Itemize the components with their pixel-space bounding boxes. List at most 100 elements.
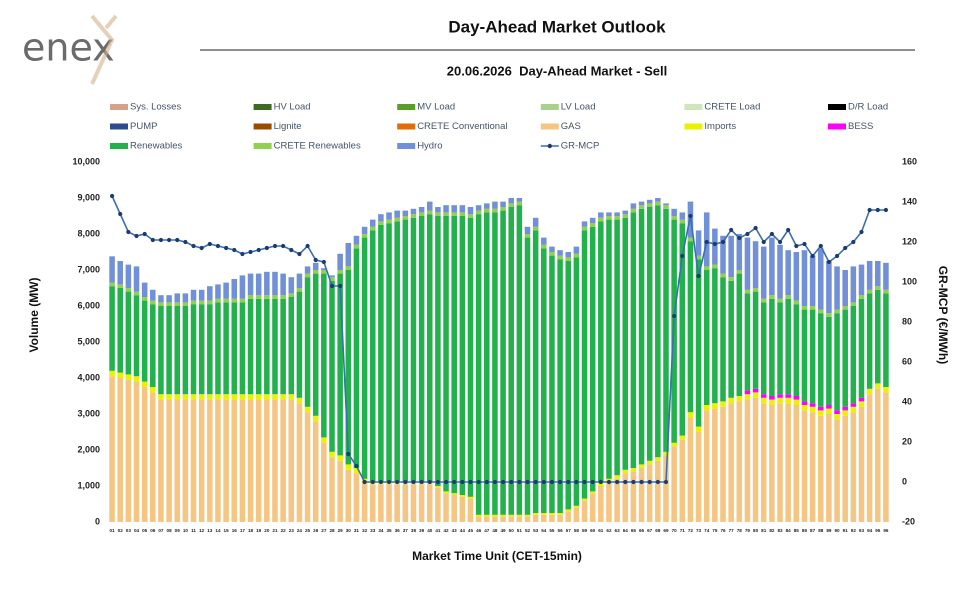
bar-segment: [777, 298, 783, 303]
bar-segment: [329, 451, 335, 458]
x-tick-label: 28: [329, 528, 335, 533]
x-tick-label: 32: [362, 528, 368, 533]
price-marker: [590, 479, 595, 485]
y2-tick-label: 0: [902, 476, 907, 486]
bar-segment: [744, 237, 751, 290]
bar-segment: [850, 306, 857, 404]
legend-label: LV Load: [561, 102, 596, 113]
price-marker: [533, 479, 538, 485]
bar-segment: [760, 397, 767, 404]
bar-segment: [345, 270, 352, 465]
bar-segment: [549, 513, 555, 515]
bar-segment: [736, 396, 743, 402]
bar-segment: [133, 376, 140, 382]
bar-segment: [850, 403, 857, 407]
bar-segment: [858, 264, 865, 296]
legend-label: MV Load: [417, 102, 455, 113]
x-tick-label: 57: [566, 528, 572, 533]
price-marker: [688, 213, 693, 219]
price-marker: [843, 245, 848, 251]
bar-segment: [785, 397, 791, 404]
bar-segment: [549, 255, 555, 513]
bar-segment: [671, 446, 677, 522]
price-marker: [729, 227, 734, 233]
bar-segment: [532, 230, 539, 513]
bar-segment: [842, 406, 848, 411]
price-marker: [737, 235, 742, 241]
bar-segment: [141, 297, 148, 301]
bar-segment: [435, 212, 441, 216]
bar-segment: [606, 212, 612, 216]
bar-segment: [606, 216, 612, 220]
price-marker: [631, 479, 636, 485]
y2-tick-label: 60: [902, 356, 912, 366]
bar-segment: [369, 484, 376, 522]
price-marker: [281, 243, 286, 249]
bar-segment: [117, 284, 123, 288]
bar-segment: [630, 212, 637, 468]
x-tick-label: 83: [777, 528, 783, 533]
x-tick-label: 30: [346, 528, 352, 533]
bar-segment: [231, 394, 238, 400]
bar-segment: [207, 304, 213, 395]
bar-segment: [744, 399, 751, 522]
bar-segment: [288, 394, 295, 400]
bar-segment: [581, 500, 588, 522]
price-marker: [509, 479, 514, 485]
price-marker: [802, 241, 807, 247]
price-marker: [354, 463, 359, 469]
bar-segment: [255, 273, 262, 296]
price-marker: [769, 231, 774, 237]
y-tick-label: 10,000: [72, 156, 100, 166]
bar-segment: [190, 289, 197, 301]
price-marker: [150, 237, 155, 243]
x-tick-label: 95: [875, 528, 881, 533]
price-marker: [655, 479, 660, 485]
x-tick-label: 67: [647, 528, 653, 533]
x-tick-label: 15: [224, 528, 230, 533]
bar-segment: [769, 405, 775, 522]
bar-segment: [321, 268, 327, 270]
price-marker: [158, 237, 164, 243]
bar-segment: [834, 266, 840, 310]
x-tick-label: 76: [720, 528, 726, 533]
bar-segment: [638, 201, 645, 206]
bar-segment: [426, 484, 433, 522]
bar-segment: [777, 403, 783, 522]
bar-segment: [353, 244, 360, 249]
legend-swatch: [253, 123, 272, 130]
bar-segment: [198, 289, 205, 301]
bar-segment: [125, 264, 132, 288]
x-tick-label: 16: [232, 528, 238, 533]
price-marker: [663, 479, 669, 485]
bar-segment: [418, 212, 425, 216]
bar-segment: [557, 259, 563, 513]
bar-segment: [573, 505, 580, 508]
bar-segment: [549, 514, 555, 522]
bar-segment: [801, 309, 808, 402]
bar-segment: [475, 214, 482, 515]
bar-segment: [304, 277, 311, 407]
bar-segment: [125, 291, 132, 375]
legend-label: Renewables: [130, 141, 183, 152]
bar-segment: [500, 210, 506, 515]
bar-segment: [728, 280, 734, 398]
bar-segment: [492, 212, 498, 515]
bar-segment: [614, 478, 620, 522]
bar-segment: [109, 282, 115, 287]
bar-segment: [703, 270, 710, 405]
bar-segment: [150, 387, 156, 393]
bar-segment: [532, 217, 539, 227]
bar-segment: [532, 513, 539, 515]
bar-segment: [451, 493, 457, 495]
bar-segment: [345, 243, 352, 267]
price-marker: [126, 229, 131, 235]
bar-segment: [777, 302, 783, 395]
bar-segment: [247, 273, 254, 296]
price-marker: [549, 479, 555, 485]
bar-segment: [296, 291, 303, 398]
bar-segment: [785, 295, 791, 299]
bar-segment: [451, 212, 457, 216]
bar-segment: [166, 394, 172, 400]
bar-segment: [386, 219, 392, 224]
